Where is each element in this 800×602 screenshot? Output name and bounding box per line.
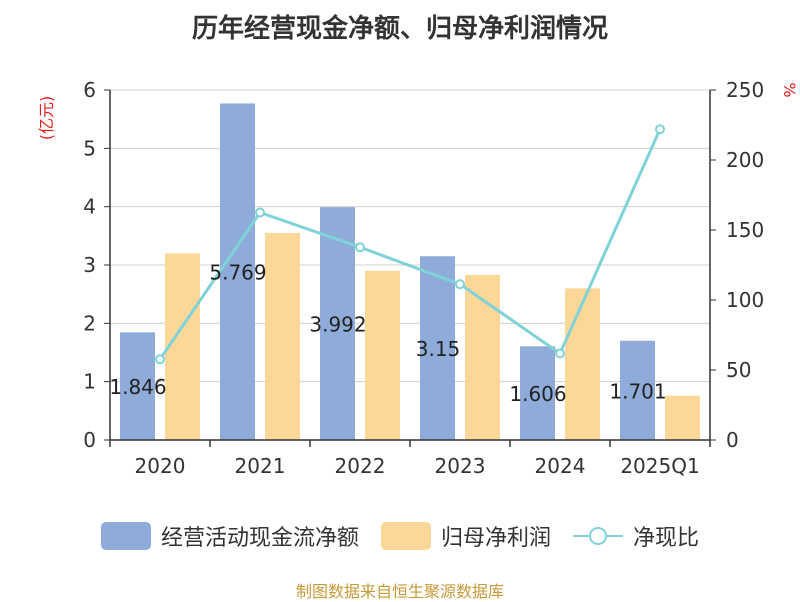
cashflow-bar xyxy=(420,256,455,440)
net-profit-bar xyxy=(565,288,600,440)
legend-item-net-profit[interactable]: 归母净利润 xyxy=(380,520,551,552)
ratio-point xyxy=(455,279,465,290)
right-axis-tick-label: 50 xyxy=(726,358,751,382)
right-axis-unit: % xyxy=(780,82,799,97)
ratio-point xyxy=(355,242,365,253)
left-axis-unit: (亿元) xyxy=(37,96,56,141)
x-axis-tick-label: 2021 xyxy=(235,454,286,478)
cashflow-data-label: 1.846 xyxy=(109,375,166,399)
cashflow-bar xyxy=(120,332,155,440)
right-axis-tick-label: 200 xyxy=(726,148,764,172)
axes: 0 1 2 3 4 5 6 0 50 100 150 200 250 2020 2021 2022 2023 20… xyxy=(83,78,764,478)
cashflow-bar xyxy=(320,207,355,440)
right-axis-tick-label: 150 xyxy=(726,218,764,242)
right-axis-tick-label: 0 xyxy=(726,428,739,452)
legend-item-cashflow[interactable]: 经营活动现金流净额 xyxy=(100,520,359,552)
left-axis-tick-label: 4 xyxy=(83,195,96,219)
net-profit-bar xyxy=(265,232,300,440)
ratio-point xyxy=(255,207,265,218)
cashflow-bar xyxy=(520,346,555,440)
cashflow-data-label: 1.606 xyxy=(509,382,566,406)
left-axis-tick-label: 2 xyxy=(83,311,96,335)
legend-label-cashflow: 经营活动现金流净额 xyxy=(160,526,359,551)
chart-title: 历年经营现金净额、归母净利润情况 xyxy=(191,14,608,44)
left-axis-tick-label: 0 xyxy=(83,428,96,452)
right-axis-tick-label: 100 xyxy=(726,288,764,312)
ratio-line xyxy=(158,128,662,361)
bar-series xyxy=(120,103,700,440)
source-footer: 制图数据来自恒生聚源数据库 xyxy=(295,582,504,601)
left-axis-tick-label: 5 xyxy=(83,136,96,160)
legend-label-ratio: 净现比 xyxy=(633,526,700,551)
ratio-point xyxy=(155,354,165,365)
legend-swatch-cashflow xyxy=(100,522,151,550)
legend: 经营活动现金流净额 归母净利润 净现比 xyxy=(0,518,800,554)
legend-swatch-net-profit xyxy=(380,522,431,550)
x-axis-tick-label: 2020 xyxy=(135,454,186,478)
x-axis-tick-label: 2024 xyxy=(535,454,586,478)
cashflow-bar xyxy=(620,340,655,440)
cashflow-data-label: 3.15 xyxy=(416,337,461,361)
left-axis-tick-label: 6 xyxy=(83,78,96,102)
left-axis-tick-label: 3 xyxy=(83,253,96,277)
ratio-point xyxy=(655,124,665,135)
ratio-point xyxy=(555,348,565,359)
cashflow-bar xyxy=(220,103,255,440)
legend-label-net-profit: 归母净利润 xyxy=(440,526,551,551)
net-profit-bar xyxy=(465,274,500,440)
x-axis-tick-label: 2025Q1 xyxy=(620,454,699,478)
ratio-line-series xyxy=(155,124,665,365)
cashflow-data-label: 5.769 xyxy=(209,261,266,285)
net-profit-bar xyxy=(665,395,700,440)
net-profit-bar xyxy=(165,253,200,440)
left-axis-tick-label: 1 xyxy=(83,370,96,394)
net-profit-bar xyxy=(365,270,400,440)
legend-swatch-ratio-icon xyxy=(573,522,623,550)
right-axis-tick-label: 250 xyxy=(726,78,764,102)
x-axis-tick-label: 2023 xyxy=(435,454,486,478)
cashflow-data-label: 3.992 xyxy=(309,313,366,337)
legend-item-ratio[interactable]: 净现比 xyxy=(573,520,699,552)
x-axis-tick-label: 2022 xyxy=(335,454,386,478)
cashflow-data-label: 1.701 xyxy=(609,379,666,403)
data-labels: 1.846 5.769 3.992 3.15 1.606 1.701 xyxy=(109,261,666,406)
